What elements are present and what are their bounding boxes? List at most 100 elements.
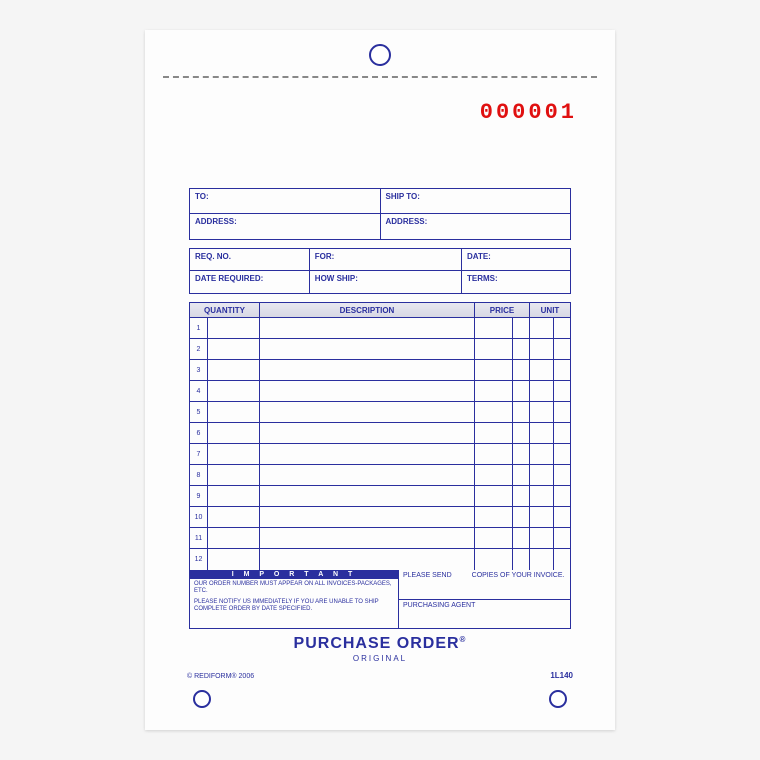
table-row[interactable]: 7 bbox=[190, 444, 570, 465]
unit-cell-major[interactable] bbox=[530, 381, 554, 401]
unit-cell-minor[interactable] bbox=[554, 528, 570, 548]
qty-cell[interactable] bbox=[208, 444, 260, 464]
desc-cell[interactable] bbox=[260, 423, 475, 443]
desc-cell[interactable] bbox=[260, 528, 475, 548]
qty-cell[interactable] bbox=[208, 423, 260, 443]
invoice-copies-field[interactable]: PLEASE SEND COPIES OF YOUR INVOICE. bbox=[399, 570, 570, 600]
unit-cell-major[interactable] bbox=[530, 423, 554, 443]
price-cell-minor[interactable] bbox=[513, 507, 530, 527]
desc-cell[interactable] bbox=[260, 507, 475, 527]
date-required-field[interactable]: DATE REQUIRED: bbox=[190, 271, 310, 293]
price-cell-major[interactable] bbox=[475, 339, 513, 359]
table-row[interactable]: 4 bbox=[190, 381, 570, 402]
price-cell-major[interactable] bbox=[475, 528, 513, 548]
qty-cell[interactable] bbox=[208, 528, 260, 548]
qty-cell[interactable] bbox=[208, 549, 260, 570]
req-no-field[interactable]: REQ. NO. bbox=[190, 249, 310, 271]
unit-cell-minor[interactable] bbox=[554, 423, 570, 443]
desc-cell[interactable] bbox=[260, 444, 475, 464]
desc-cell[interactable] bbox=[260, 381, 475, 401]
table-row[interactable]: 5 bbox=[190, 402, 570, 423]
address-left-field[interactable]: ADDRESS: bbox=[190, 214, 381, 239]
price-cell-major[interactable] bbox=[475, 465, 513, 485]
unit-cell-minor[interactable] bbox=[554, 444, 570, 464]
unit-cell-major[interactable] bbox=[530, 528, 554, 548]
price-cell-major[interactable] bbox=[475, 486, 513, 506]
unit-cell-major[interactable] bbox=[530, 465, 554, 485]
unit-cell-major[interactable] bbox=[530, 549, 554, 570]
unit-cell-major[interactable] bbox=[530, 339, 554, 359]
col-unit: UNIT bbox=[530, 303, 570, 317]
unit-cell-major[interactable] bbox=[530, 360, 554, 380]
qty-cell[interactable] bbox=[208, 381, 260, 401]
table-row[interactable]: 8 bbox=[190, 465, 570, 486]
table-row[interactable]: 6 bbox=[190, 423, 570, 444]
table-row[interactable]: 2 bbox=[190, 339, 570, 360]
please-send-label: PLEASE SEND bbox=[403, 572, 452, 597]
price-cell-major[interactable] bbox=[475, 381, 513, 401]
desc-cell[interactable] bbox=[260, 549, 475, 570]
unit-cell-minor[interactable] bbox=[554, 465, 570, 485]
price-cell-major[interactable] bbox=[475, 444, 513, 464]
price-cell-major[interactable] bbox=[475, 402, 513, 422]
unit-cell-minor[interactable] bbox=[554, 318, 570, 338]
price-cell-minor[interactable] bbox=[513, 423, 530, 443]
unit-cell-minor[interactable] bbox=[554, 486, 570, 506]
price-cell-major[interactable] bbox=[475, 549, 513, 570]
table-row[interactable]: 10 bbox=[190, 507, 570, 528]
price-cell-minor[interactable] bbox=[513, 465, 530, 485]
unit-cell-minor[interactable] bbox=[554, 402, 570, 422]
qty-cell[interactable] bbox=[208, 402, 260, 422]
qty-cell[interactable] bbox=[208, 318, 260, 338]
table-row[interactable]: 9 bbox=[190, 486, 570, 507]
table-row[interactable]: 12 bbox=[190, 549, 570, 570]
desc-cell[interactable] bbox=[260, 486, 475, 506]
ship-to-field[interactable]: SHIP TO: bbox=[381, 189, 571, 214]
for-field[interactable]: FOR: bbox=[310, 249, 462, 271]
how-ship-field[interactable]: HOW SHIP: bbox=[310, 271, 462, 293]
price-cell-major[interactable] bbox=[475, 360, 513, 380]
qty-cell[interactable] bbox=[208, 486, 260, 506]
qty-cell[interactable] bbox=[208, 507, 260, 527]
price-cell-minor[interactable] bbox=[513, 381, 530, 401]
price-cell-minor[interactable] bbox=[513, 486, 530, 506]
price-cell-major[interactable] bbox=[475, 318, 513, 338]
purchasing-agent-field[interactable]: PURCHASING AGENT bbox=[399, 600, 570, 629]
terms-label: TERMS: bbox=[464, 272, 501, 285]
unit-cell-minor[interactable] bbox=[554, 360, 570, 380]
price-cell-minor[interactable] bbox=[513, 528, 530, 548]
desc-cell[interactable] bbox=[260, 402, 475, 422]
price-cell-major[interactable] bbox=[475, 507, 513, 527]
price-cell-minor[interactable] bbox=[513, 360, 530, 380]
price-cell-minor[interactable] bbox=[513, 318, 530, 338]
unit-cell-minor[interactable] bbox=[554, 507, 570, 527]
price-cell-minor[interactable] bbox=[513, 549, 530, 570]
desc-cell[interactable] bbox=[260, 339, 475, 359]
address-right-field[interactable]: ADDRESS: bbox=[381, 214, 571, 239]
price-cell-minor[interactable] bbox=[513, 339, 530, 359]
to-field[interactable]: TO: bbox=[190, 189, 381, 214]
price-cell-major[interactable] bbox=[475, 423, 513, 443]
desc-cell[interactable] bbox=[260, 318, 475, 338]
qty-cell[interactable] bbox=[208, 339, 260, 359]
price-cell-minor[interactable] bbox=[513, 402, 530, 422]
unit-cell-minor[interactable] bbox=[554, 549, 570, 570]
price-cell-minor[interactable] bbox=[513, 444, 530, 464]
unit-cell-minor[interactable] bbox=[554, 339, 570, 359]
qty-cell[interactable] bbox=[208, 465, 260, 485]
unit-cell-major[interactable] bbox=[530, 318, 554, 338]
unit-cell-minor[interactable] bbox=[554, 381, 570, 401]
table-row[interactable]: 11 bbox=[190, 528, 570, 549]
qty-cell[interactable] bbox=[208, 360, 260, 380]
terms-field[interactable]: TERMS: bbox=[462, 271, 570, 293]
desc-cell[interactable] bbox=[260, 465, 475, 485]
unit-cell-major[interactable] bbox=[530, 507, 554, 527]
unit-cell-major[interactable] bbox=[530, 444, 554, 464]
desc-cell[interactable] bbox=[260, 360, 475, 380]
date-field[interactable]: DATE: bbox=[462, 249, 570, 271]
table-row[interactable]: 1 bbox=[190, 318, 570, 339]
requisition-block: REQ. NO. FOR: DATE: DATE REQUIRED: HOW S… bbox=[189, 248, 571, 294]
unit-cell-major[interactable] bbox=[530, 402, 554, 422]
unit-cell-major[interactable] bbox=[530, 486, 554, 506]
table-row[interactable]: 3 bbox=[190, 360, 570, 381]
